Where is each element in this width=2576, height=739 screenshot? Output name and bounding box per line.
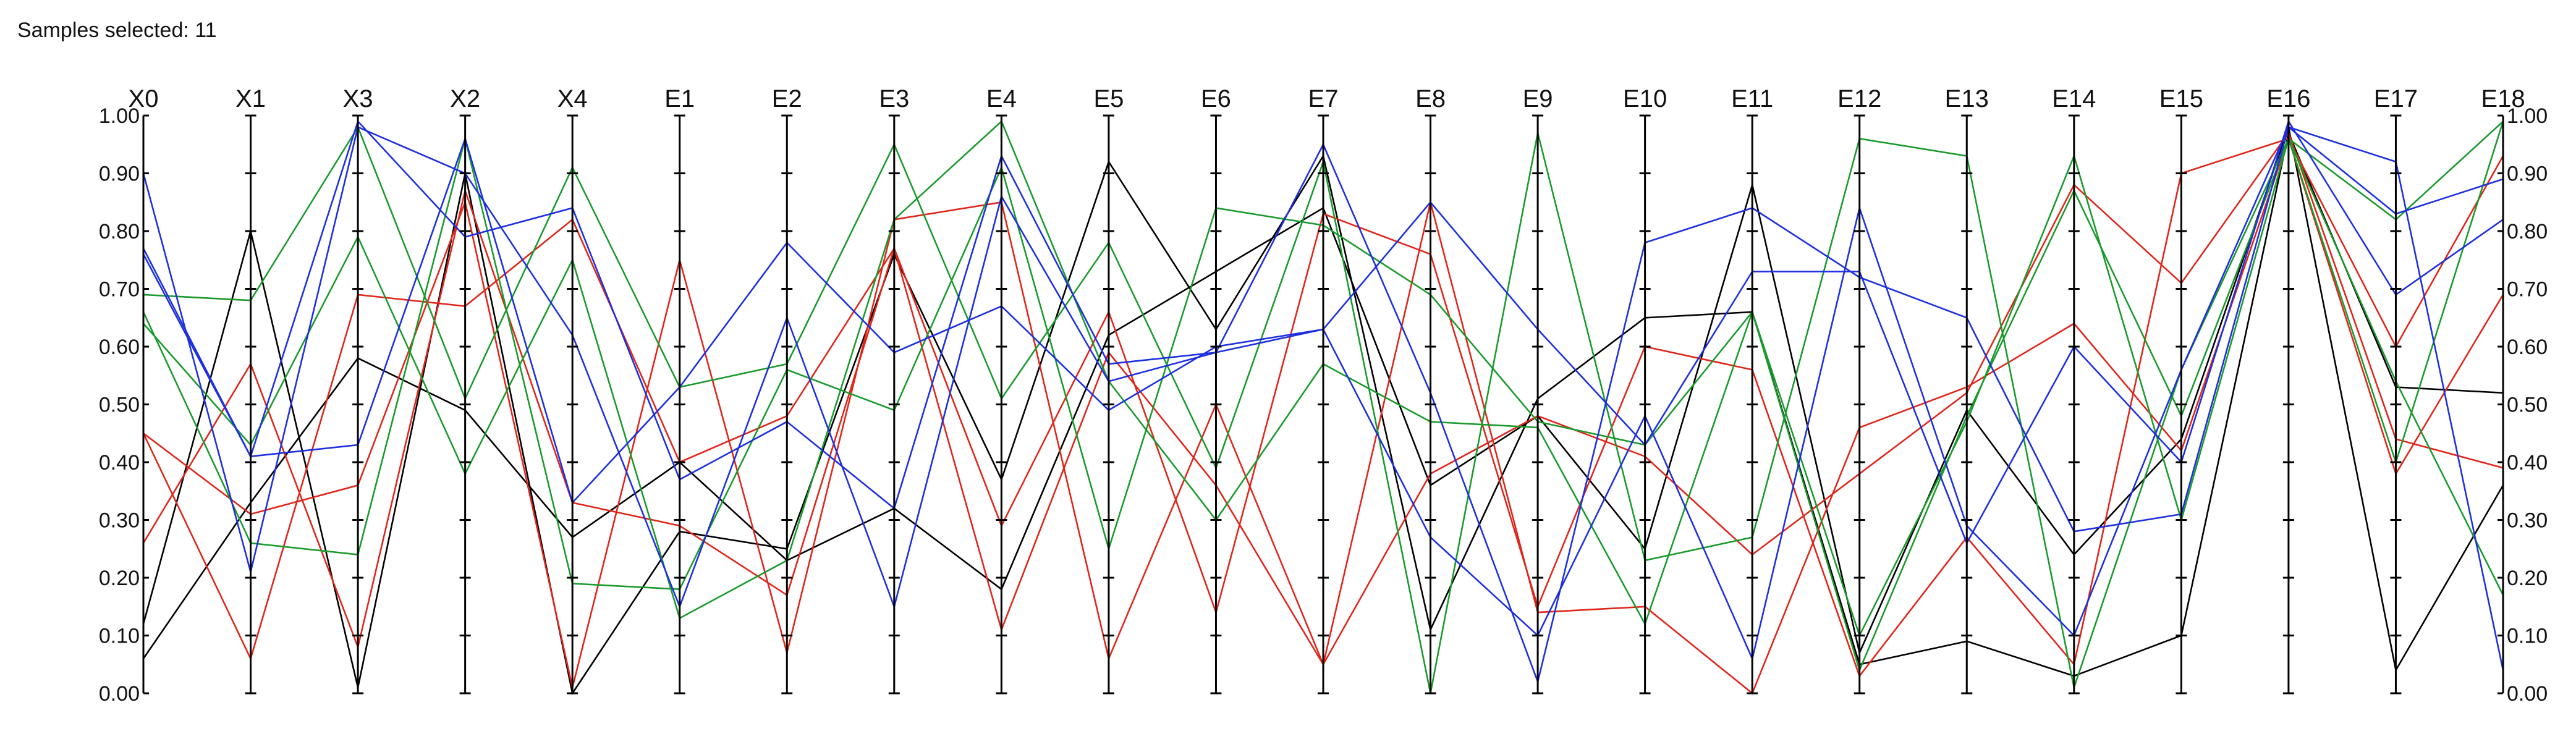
axis-label-x4: X4 <box>557 85 588 112</box>
axis-label-e8: E8 <box>1415 85 1446 112</box>
axis-label-e4: E4 <box>986 85 1017 112</box>
ytick-label-right: 0.20 <box>2507 567 2548 590</box>
axis-label-e17: E17 <box>2374 85 2418 112</box>
axis-label-e6: E6 <box>1201 85 1231 112</box>
axis-label-e16: E16 <box>2266 85 2310 112</box>
ytick-label-left: 0.60 <box>99 336 140 359</box>
axis-label-x2: X2 <box>450 85 480 112</box>
axis-label-e1: E1 <box>664 85 695 112</box>
axis-label-e11: E11 <box>1731 85 1773 112</box>
samples-selected-label: Samples selected: <box>17 19 189 42</box>
samples-selected-status: Samples selected: 11 <box>17 19 217 43</box>
ytick-label-right: 0.70 <box>2507 278 2548 302</box>
ytick-label-right: 0.40 <box>2507 451 2548 475</box>
axis-label-e14: E14 <box>2052 85 2096 112</box>
ytick-label-right: 0.80 <box>2507 220 2548 243</box>
ytick-label-left: 0.00 <box>99 682 140 706</box>
ytick-label-right: 0.90 <box>2507 163 2548 186</box>
axis-label-e18: E18 <box>2481 85 2525 112</box>
ytick-label-left: 0.10 <box>99 625 140 648</box>
axis-label-e7: E7 <box>1308 85 1339 112</box>
ytick-label-right: 0.60 <box>2507 336 2548 359</box>
ytick-label-right: 0.00 <box>2507 682 2548 706</box>
axis-label-e10: E10 <box>1623 85 1667 112</box>
ytick-label-left: 0.50 <box>99 394 140 417</box>
ytick-label-left: 1.00 <box>99 104 140 128</box>
axis-label-x3: X3 <box>343 85 373 112</box>
ytick-label-left: 0.90 <box>99 163 140 186</box>
axis-label-e3: E3 <box>879 85 909 112</box>
samples-selected-count: 11 <box>195 19 217 42</box>
ytick-label-right: 0.30 <box>2507 509 2548 533</box>
axes-layer <box>142 114 2504 695</box>
ytick-label-left: 0.70 <box>99 278 140 302</box>
ytick-label-left: 0.80 <box>99 220 140 243</box>
axis-label-x0: X0 <box>129 85 159 112</box>
ytick-label-right: 0.10 <box>2507 625 2548 648</box>
axis-label-e2: E2 <box>772 85 802 112</box>
ytick-label-left: 0.20 <box>99 567 140 590</box>
axis-label-e12: E12 <box>1837 85 1881 112</box>
axis-label-e5: E5 <box>1093 85 1124 112</box>
axis-label-e15: E15 <box>2159 85 2203 112</box>
ytick-label-left: 0.40 <box>99 451 140 475</box>
labels-layer: X0 X1 X3 X2 X4 E1 E2 E3 E4 E5 E6 E7 E8 E9 E10 E11 E12 E13… <box>99 85 2548 706</box>
ytick-label-left: 0.30 <box>99 509 140 533</box>
ytick-label-right: 1.00 <box>2507 104 2548 128</box>
axis-label-x1: X1 <box>235 85 266 112</box>
axis-label-e9: E9 <box>1523 85 1553 112</box>
ytick-label-right: 0.50 <box>2507 394 2548 417</box>
axis-label-e13: E13 <box>1945 85 1989 112</box>
